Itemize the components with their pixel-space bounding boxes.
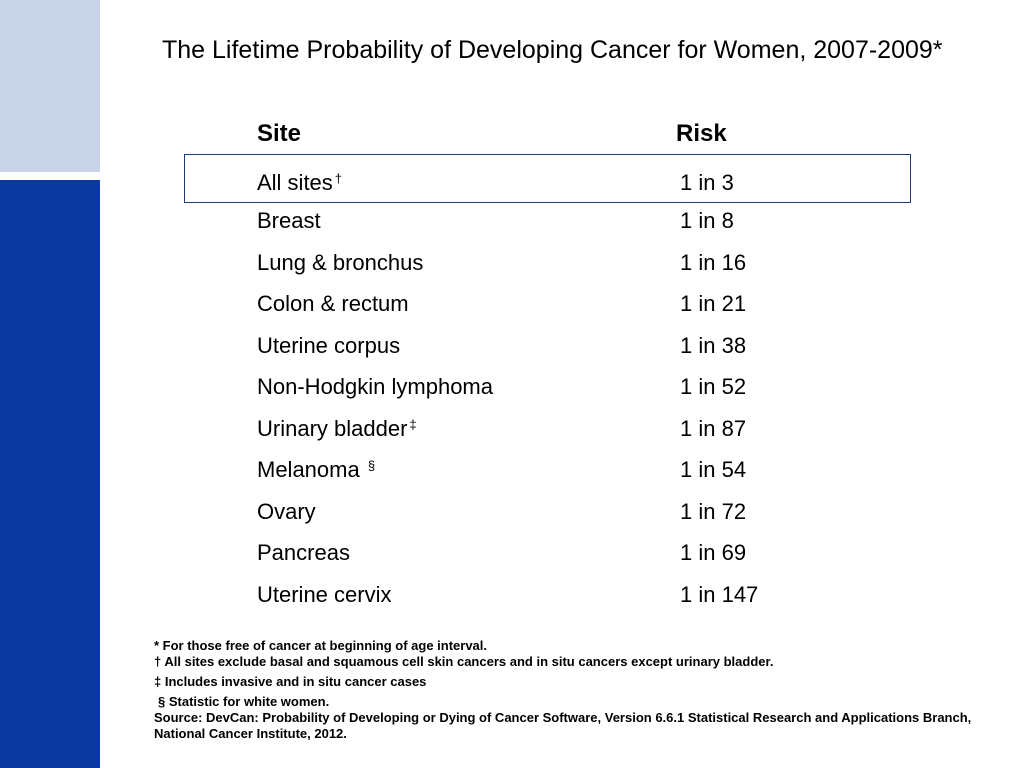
risk-cell: 1 in 52 [680, 374, 747, 399]
risk-cell: 1 in 147 [680, 582, 759, 607]
site-name: Urinary bladder [257, 416, 408, 441]
source-note: Source: DevCan: Probability of Developin… [154, 710, 972, 741]
risk-cell: 1 in 38 [680, 333, 747, 358]
footnotes: * For those free of cancer at beginning … [154, 638, 1004, 742]
risk-cell: 1 in 72 [680, 499, 747, 524]
site-name: Ovary [257, 499, 316, 524]
sidebar-light-panel [0, 0, 100, 172]
site-cell: Breast [257, 206, 323, 236]
site-cell: Lung & bronchus [257, 248, 425, 278]
site-name: Uterine cervix [257, 582, 392, 607]
site-name: Lung & bronchus [257, 250, 424, 275]
footnote-double-dagger: ‡ Includes invasive and in situ cancer c… [154, 674, 427, 689]
footnote-mark: ‡ [409, 417, 417, 432]
table-row: Lung & bronchus 1 in 16 [0, 248, 1024, 284]
table-row: Breast 1 in 8 [0, 206, 1024, 242]
site-name: Non-Hodgkin lymphoma [257, 374, 493, 399]
sidebar-dark-panel [0, 180, 100, 768]
site-name: Pancreas [257, 540, 350, 565]
site-cell: Non-Hodgkin lymphoma [257, 372, 495, 402]
site-cell: Pancreas [257, 538, 352, 568]
table-row: Urinary bladder ‡ 1 in 87 [0, 414, 1024, 450]
header-site: Site [257, 120, 302, 147]
site-cell: Uterine corpus [257, 331, 402, 361]
table-row: All sites † 1 in 3 [0, 168, 1024, 204]
table-row: Non-Hodgkin lymphoma 1 in 52 [0, 372, 1024, 408]
footnote-asterisk: * For those free of cancer at beginning … [154, 638, 488, 653]
risk-cell: 1 in 69 [680, 540, 747, 565]
highlight-box [184, 154, 911, 203]
footnote-dagger: † All sites exclude basal and squamous c… [154, 654, 774, 669]
site-name: Melanoma [257, 457, 366, 482]
site-cell: All sites † [257, 168, 342, 198]
site-name: Uterine corpus [257, 333, 401, 358]
site-name: Breast [257, 208, 321, 233]
footnote-section: § Statistic for white women. [158, 694, 330, 709]
risk-cell: 1 in 8 [680, 208, 734, 233]
site-cell: Melanoma § [257, 455, 375, 485]
site-name: Colon & rectum [257, 291, 409, 316]
footnote-mark: § [367, 458, 376, 473]
risk-cell: 1 in 16 [680, 250, 747, 275]
table-row: Uterine cervix 1 in 147 [0, 580, 1024, 616]
table-row: Uterine corpus 1 in 38 [0, 331, 1024, 367]
table-row: Pancreas 1 in 69 [0, 538, 1024, 574]
risk-cell: 1 in 3 [680, 170, 734, 195]
table-row: Ovary 1 in 72 [0, 497, 1024, 533]
page-title: The Lifetime Probability of Developing C… [162, 36, 943, 64]
site-cell: Uterine cervix [257, 580, 393, 610]
risk-cell: 1 in 54 [680, 457, 747, 482]
site-name: All sites [257, 170, 333, 195]
header-risk: Risk [676, 120, 727, 147]
risk-cell: 1 in 21 [680, 291, 747, 316]
site-cell: Colon & rectum [257, 289, 411, 319]
table-row: Colon & rectum 1 in 21 [0, 289, 1024, 325]
table-row: Melanoma § 1 in 54 [0, 455, 1024, 491]
footnote-mark: † [334, 171, 343, 186]
site-cell: Ovary [257, 497, 318, 527]
site-cell: Urinary bladder ‡ [257, 414, 417, 444]
risk-cell: 1 in 87 [680, 416, 747, 441]
